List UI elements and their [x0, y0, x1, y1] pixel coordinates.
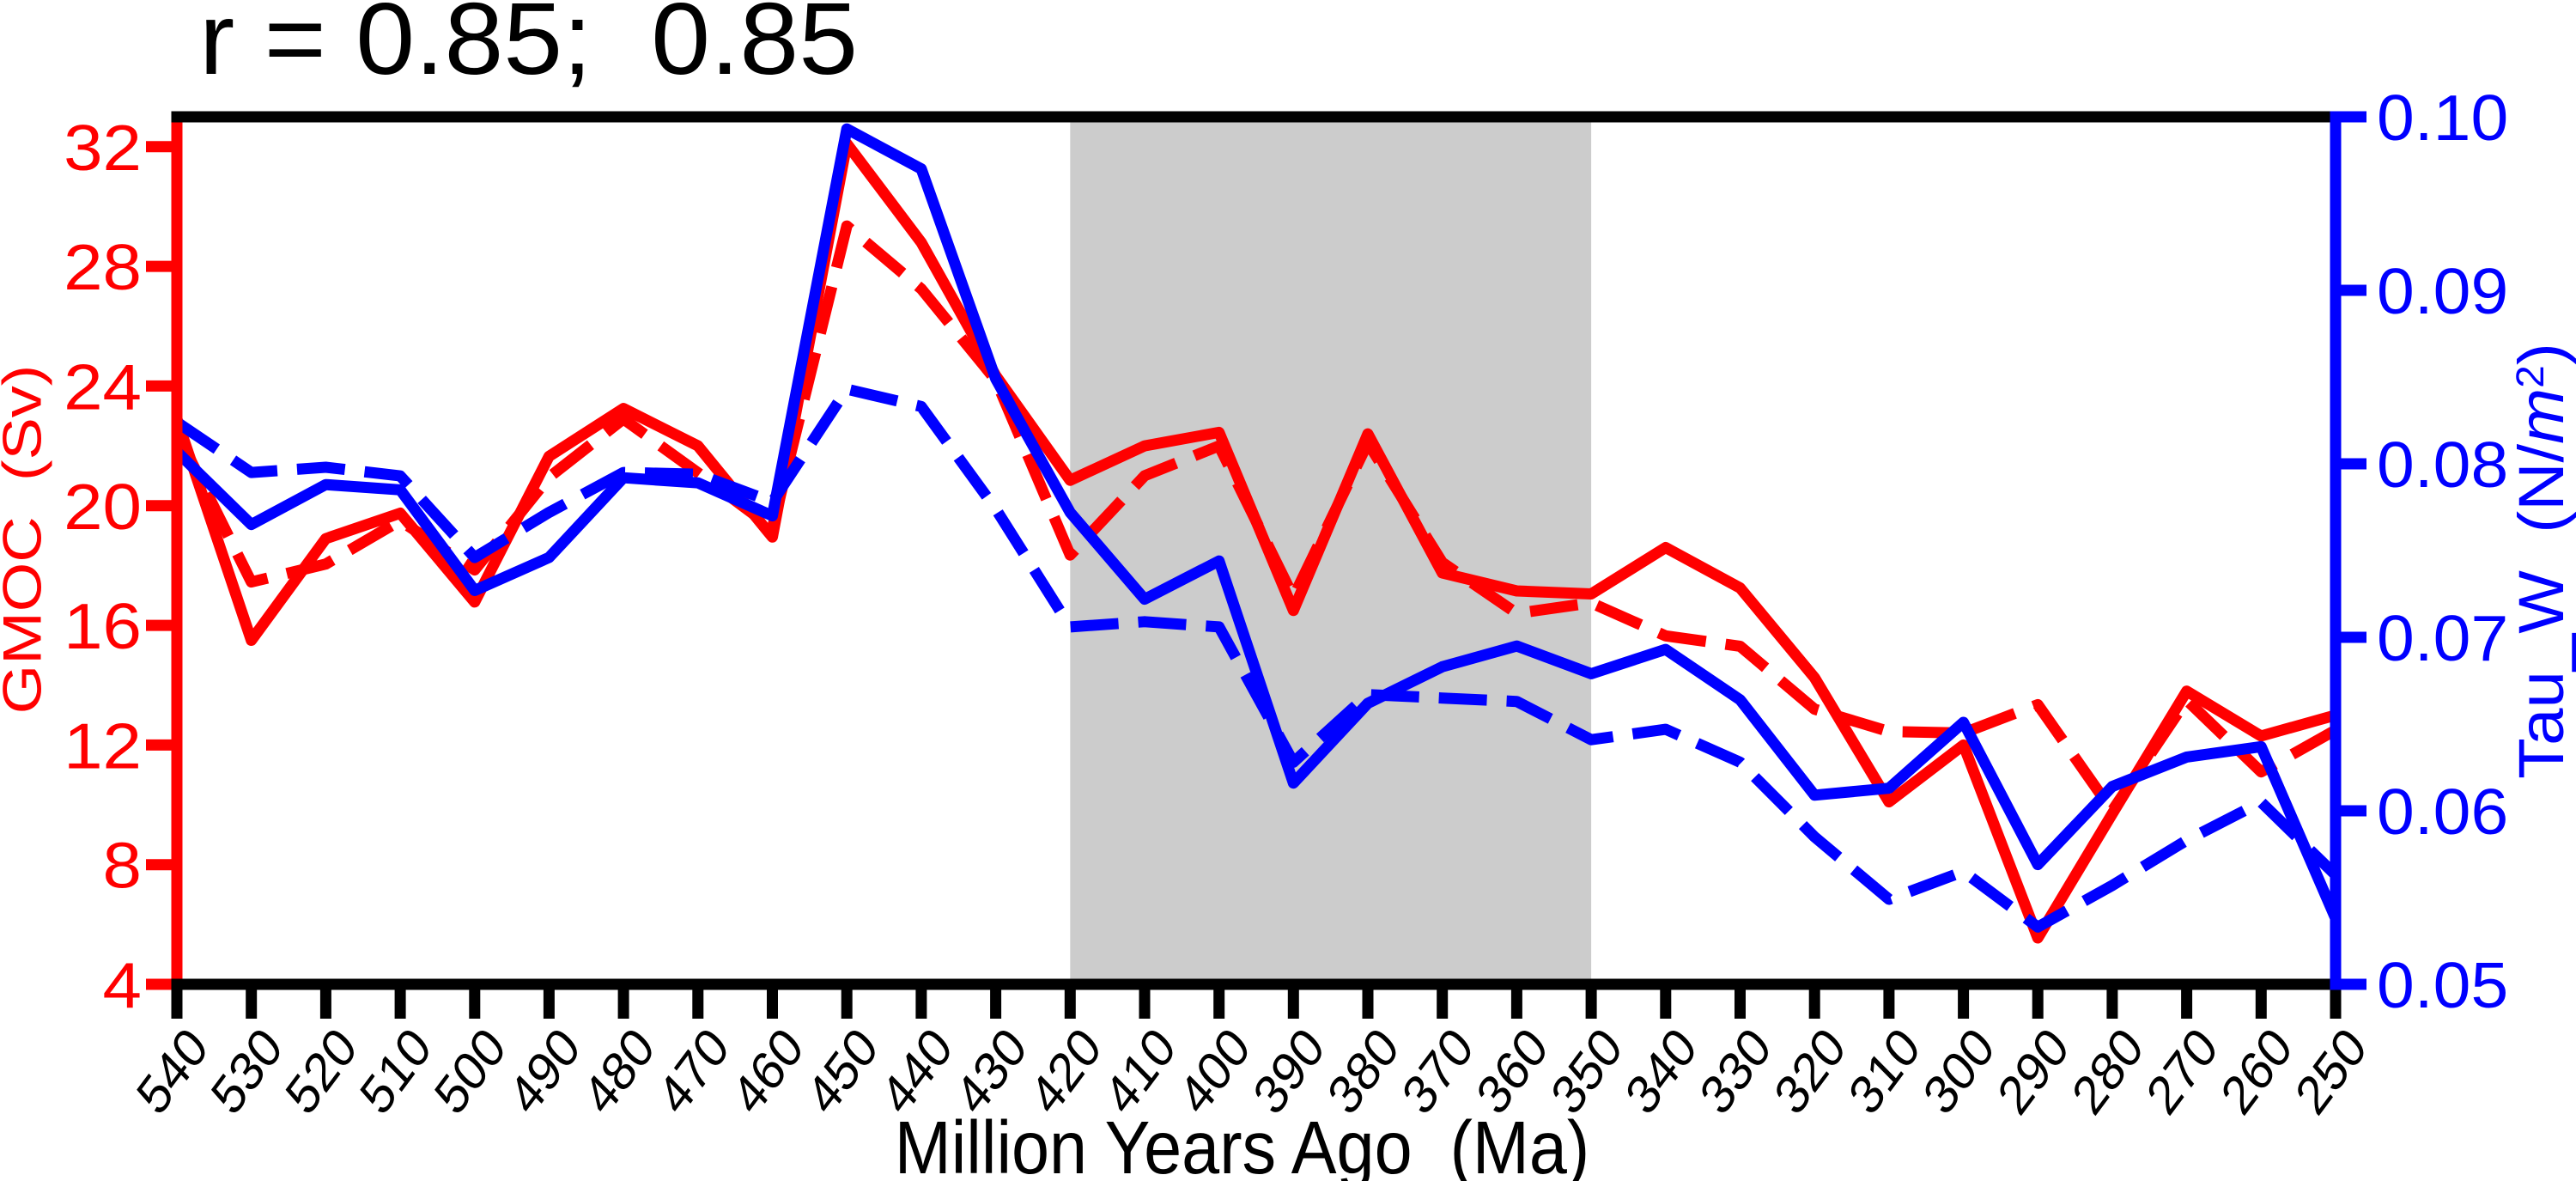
- svg-text:0.07: 0.07: [2377, 603, 2508, 675]
- svg-text:0.06: 0.06: [2377, 776, 2508, 849]
- svg-text:4: 4: [103, 949, 142, 1021]
- svg-text:GMOC (Sv): GMOC (Sv): [0, 365, 52, 715]
- svg-text:16: 16: [64, 590, 142, 662]
- svg-text:32: 32: [64, 112, 142, 184]
- svg-text:0.05: 0.05: [2377, 950, 2508, 1022]
- svg-text:20: 20: [64, 471, 142, 543]
- svg-text:r = 0.85; 0.85: r = 0.85; 0.85: [199, 0, 858, 95]
- svg-text:24: 24: [64, 351, 142, 423]
- svg-text:Tau_W (N/m2): Tau_W (N/m2): [2506, 343, 2576, 779]
- svg-text:8: 8: [103, 830, 142, 902]
- svg-text:Million Years Ago (Ma): Million Years Ago (Ma): [895, 1106, 1589, 1181]
- svg-text:0.09: 0.09: [2377, 256, 2508, 328]
- svg-text:0.08: 0.08: [2377, 429, 2508, 502]
- svg-text:28: 28: [64, 231, 142, 303]
- svg-text:0.10: 0.10: [2377, 82, 2508, 155]
- svg-text:12: 12: [64, 710, 142, 782]
